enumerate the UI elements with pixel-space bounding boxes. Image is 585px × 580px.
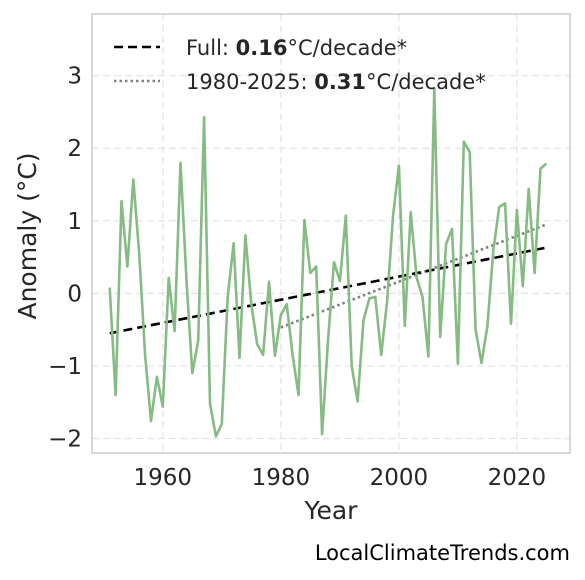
legend: Full: 0.16°C/decade* 1980-2025: 0.31°C/d… [114,36,486,94]
legend-recent-trend-suffix: °C/decade* [366,70,486,94]
x-tick-label: 1960 [134,465,193,491]
y-tick-label: 0 [67,281,82,307]
legend-full-trend-label: Full: 0.16°C/decade* [186,36,407,60]
y-tick-label: −1 [48,354,82,380]
legend-recent-trend-rate: 0.31 [314,70,366,94]
y-tick-label: 1 [67,209,82,235]
x-tick-label: 2020 [488,465,547,491]
y-tick-labels: −2 −1 0 1 2 3 [48,64,82,453]
legend-full-trend-prefix: Full: [186,36,236,60]
y-axis-title: Anomaly (°C) [13,152,42,319]
anomaly-series-line [108,87,548,438]
series-layer [108,87,548,438]
x-tick-labels: 1960 1980 2000 2020 [134,465,547,491]
x-axis-title: Year [304,496,359,525]
y-tick-label: 2 [67,136,82,162]
legend-full-trend-rate: 0.16 [236,36,288,60]
plot-frame [91,13,571,454]
watermark: LocalClimateTrends.com [315,541,570,565]
x-tick-label: 2000 [370,465,429,491]
y-tick-label: 3 [67,64,82,90]
legend-recent-trend-prefix: 1980-2025: [186,70,314,94]
y-tick-label: −2 [48,426,82,452]
x-tick-label: 1980 [252,465,311,491]
legend-recent-trend-label: 1980-2025: 0.31°C/decade* [186,70,486,94]
recent-trend-line [280,223,547,329]
legend-full-trend-suffix: °C/decade* [288,36,408,60]
